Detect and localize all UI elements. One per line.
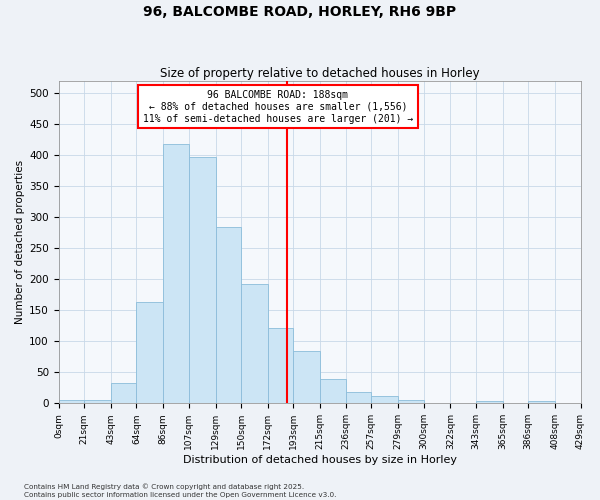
Bar bbox=[293, 350, 320, 404]
Bar bbox=[84, 400, 111, 404]
Bar bbox=[476, 402, 503, 404]
Text: Contains HM Land Registry data © Crown copyright and database right 2025.
Contai: Contains HM Land Registry data © Crown c… bbox=[24, 484, 337, 498]
Bar bbox=[528, 402, 555, 404]
Title: Size of property relative to detached houses in Horley: Size of property relative to detached ho… bbox=[160, 66, 479, 80]
Bar bbox=[371, 396, 398, 404]
Text: 96, BALCOMBE ROAD, HORLEY, RH6 9BP: 96, BALCOMBE ROAD, HORLEY, RH6 9BP bbox=[143, 5, 457, 19]
Bar bbox=[111, 383, 136, 404]
Bar bbox=[59, 400, 84, 404]
Bar bbox=[268, 328, 293, 404]
Bar bbox=[215, 227, 241, 404]
Bar bbox=[163, 144, 189, 404]
Bar bbox=[320, 378, 346, 404]
Bar bbox=[241, 284, 268, 404]
Y-axis label: Number of detached properties: Number of detached properties bbox=[15, 160, 25, 324]
Bar bbox=[346, 392, 371, 404]
Bar bbox=[398, 400, 424, 404]
X-axis label: Distribution of detached houses by size in Horley: Distribution of detached houses by size … bbox=[182, 455, 457, 465]
Bar bbox=[136, 302, 163, 404]
Bar bbox=[189, 157, 215, 404]
Text: 96 BALCOMBE ROAD: 188sqm
← 88% of detached houses are smaller (1,556)
11% of sem: 96 BALCOMBE ROAD: 188sqm ← 88% of detach… bbox=[143, 90, 413, 124]
